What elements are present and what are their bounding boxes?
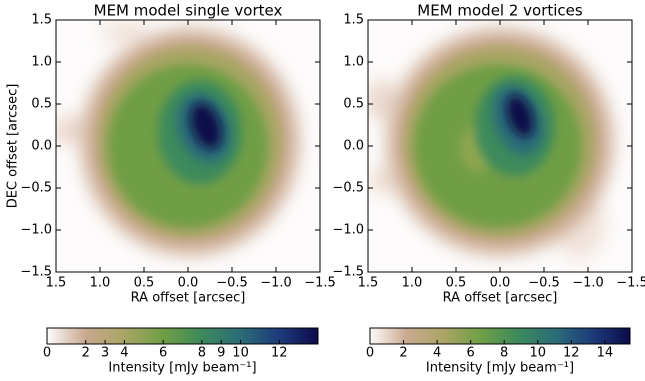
colorbar-tick-label: 8 — [500, 346, 508, 361]
colorbar-tick-label: 8 — [198, 346, 206, 361]
y-tick-label: 1.0 — [31, 55, 52, 70]
x-tick-label: −0.5 — [216, 276, 248, 291]
y-tick-label: 1.0 — [343, 55, 364, 70]
x-tick-label: 1.0 — [402, 276, 423, 291]
chart-title: MEM model 2 vortices — [417, 2, 583, 20]
x-tick-label: 1.0 — [90, 276, 111, 291]
colorbar-tick-label: 6 — [159, 346, 167, 361]
y-tick-label: −1.0 — [20, 223, 52, 238]
colorbar-tick-label: 14 — [597, 346, 614, 361]
colorbar-tick-label: 0 — [366, 346, 374, 361]
colorbar-tick-label: 4 — [120, 346, 128, 361]
y-tick-label: −1.5 — [332, 265, 364, 280]
x-tick-label: −1.5 — [304, 276, 336, 291]
colorbar-tick-label: 2 — [82, 346, 90, 361]
x-tick-label: 0.0 — [490, 276, 511, 291]
figure: MEM model single vortex RA offset [arcsec… — [0, 0, 645, 381]
x-tick-label: −1.0 — [572, 276, 604, 291]
y-tick-label: −1.0 — [332, 223, 364, 238]
y-tick-label: 0.5 — [31, 97, 52, 112]
colorbar — [370, 328, 630, 344]
x-tick-label: 0.5 — [134, 276, 155, 291]
colorbar-tick-label: 6 — [467, 346, 475, 361]
colorbar-tick-label: 3 — [101, 346, 109, 361]
y-tick-label: 1.5 — [343, 13, 364, 28]
colorbar-label: Intensity [mJy beam⁻¹] — [108, 361, 256, 376]
y-tick-label: 0.0 — [31, 139, 52, 154]
colorbar-tick-label: 12 — [271, 346, 288, 361]
y-tick-label: −0.5 — [332, 181, 364, 196]
colorbar-tick-label: 9 — [217, 346, 225, 361]
x-axis-label: RA offset [arcsec] — [131, 291, 246, 306]
x-axis-label: RA offset [arcsec] — [443, 291, 558, 306]
y-tick-label: 0.0 — [343, 139, 364, 154]
y-tick-label: −0.5 — [20, 181, 52, 196]
x-tick-label: −1.5 — [616, 276, 645, 291]
colorbar-tick-label: 2 — [399, 346, 407, 361]
image-panel — [364, 20, 632, 272]
colorbar-tick-label: 4 — [433, 346, 441, 361]
colorbar-label: Intensity [mJy beam⁻¹] — [426, 361, 574, 376]
y-tick-label: 0.5 — [343, 97, 364, 112]
colorbar-tick-label: 10 — [232, 346, 249, 361]
x-tick-label: 0.5 — [446, 276, 467, 291]
x-tick-label: 0.0 — [178, 276, 199, 291]
y-tick-label: 1.5 — [31, 13, 52, 28]
image-panel — [50, 20, 320, 272]
y-tick-label: −1.5 — [20, 265, 52, 280]
colorbar-tick-label: 10 — [529, 346, 546, 361]
colorbar-tick-label: 12 — [563, 346, 580, 361]
colorbar-tick-label: 0 — [43, 346, 51, 361]
chart-title: MEM model single vortex — [94, 2, 283, 20]
colorbar — [47, 328, 318, 344]
y-axis-label: DEC offset [arcsec] — [6, 84, 21, 209]
x-tick-label: −1.0 — [260, 276, 292, 291]
x-tick-label: −0.5 — [528, 276, 560, 291]
